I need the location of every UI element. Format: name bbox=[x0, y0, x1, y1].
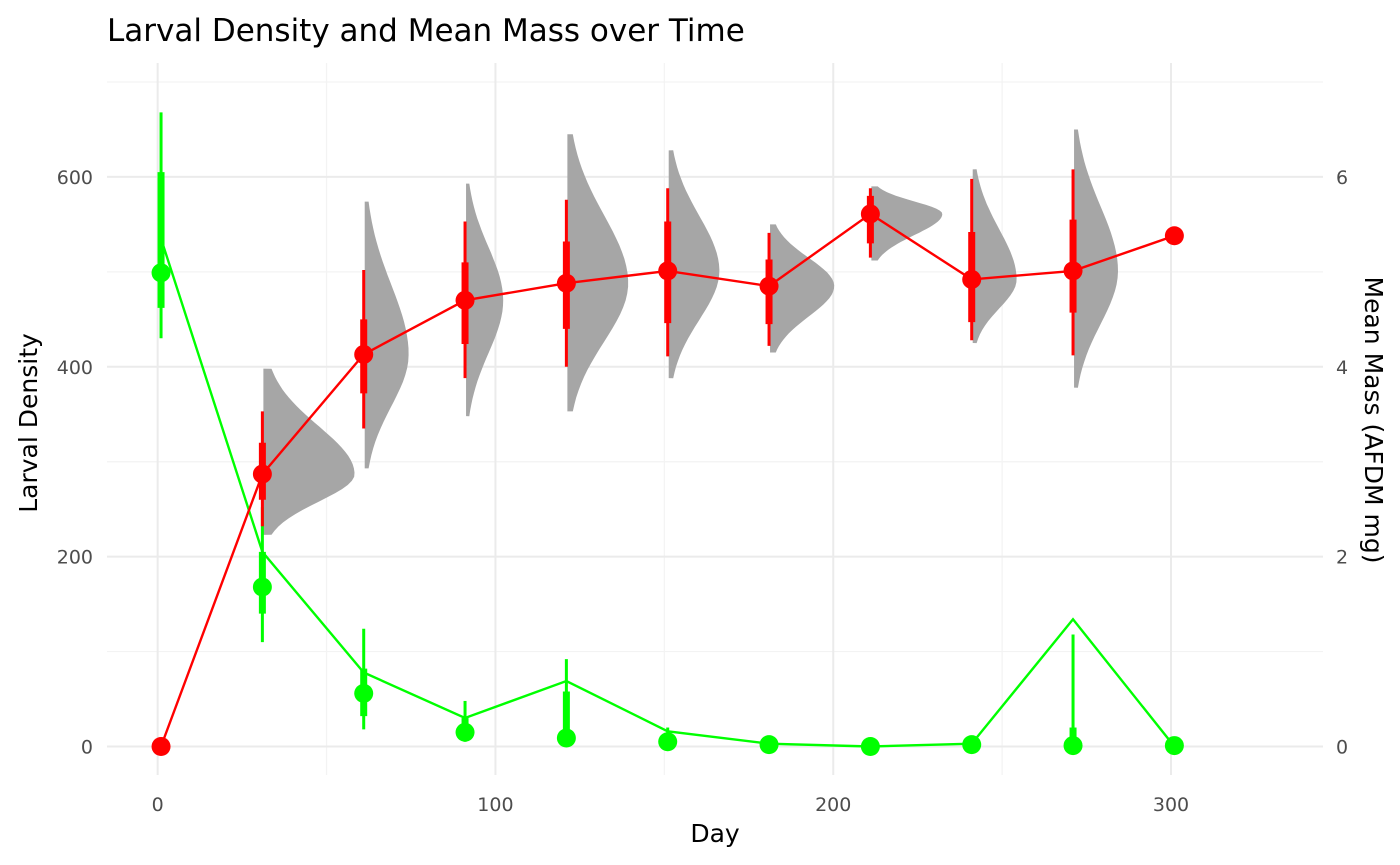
density-point bbox=[860, 737, 880, 757]
mass-point bbox=[860, 204, 880, 224]
chart-title: Larval Density and Mean Mass over Time bbox=[107, 13, 745, 49]
mass-point bbox=[354, 344, 374, 364]
density-point bbox=[1063, 736, 1083, 756]
mass-violin bbox=[1074, 129, 1118, 388]
y-axis-title: Larval Density bbox=[14, 333, 43, 513]
mass-violin bbox=[871, 186, 943, 261]
mass-point bbox=[455, 290, 475, 310]
mass-point bbox=[1063, 261, 1083, 281]
mass-point bbox=[658, 261, 678, 281]
y2-tick-label: 6 bbox=[1336, 167, 1348, 189]
mass-point bbox=[556, 273, 576, 293]
density-point bbox=[962, 735, 982, 755]
x-tick-label: 300 bbox=[1153, 794, 1189, 816]
x-tick-label: 0 bbox=[152, 794, 164, 816]
y-tick-label: 400 bbox=[57, 357, 93, 379]
y-tick-label: 0 bbox=[81, 737, 93, 759]
x-tick-label: 200 bbox=[815, 794, 851, 816]
x-axis-title: Day bbox=[690, 819, 740, 848]
mass-point bbox=[962, 269, 982, 289]
mass-violin bbox=[668, 150, 720, 379]
mass-point bbox=[759, 276, 779, 296]
density-point bbox=[354, 683, 374, 703]
density-point bbox=[658, 732, 678, 752]
y2-tick-label: 2 bbox=[1336, 547, 1348, 569]
density-point bbox=[1164, 736, 1184, 756]
violins bbox=[263, 129, 1118, 535]
density-point bbox=[455, 722, 475, 742]
density-point bbox=[252, 577, 272, 597]
mass-violin bbox=[263, 368, 355, 535]
y2-tick-label: 4 bbox=[1336, 357, 1348, 379]
mass-violin bbox=[972, 169, 1017, 344]
series-layer bbox=[151, 112, 1184, 757]
y-tick-label: 600 bbox=[57, 167, 93, 189]
y-tick-label: 200 bbox=[57, 547, 93, 569]
x-tick-label: 100 bbox=[477, 794, 513, 816]
mass-point bbox=[151, 737, 171, 757]
tick-labels: 0 100 200 300 0 200 400 600 0 2 4 6 bbox=[57, 167, 1348, 816]
density-point bbox=[759, 735, 779, 755]
density-point bbox=[151, 263, 171, 283]
density-point bbox=[556, 728, 576, 748]
mass-point bbox=[1164, 226, 1184, 246]
y2-tick-label: 0 bbox=[1336, 737, 1348, 759]
y2-axis-title: Mean Mass (AFDM mg) bbox=[1359, 277, 1388, 564]
mass-violin bbox=[364, 201, 409, 469]
mass-violin bbox=[770, 224, 835, 353]
mass-point bbox=[252, 464, 272, 484]
mass-violin bbox=[466, 183, 504, 417]
mass-violin bbox=[567, 134, 629, 412]
